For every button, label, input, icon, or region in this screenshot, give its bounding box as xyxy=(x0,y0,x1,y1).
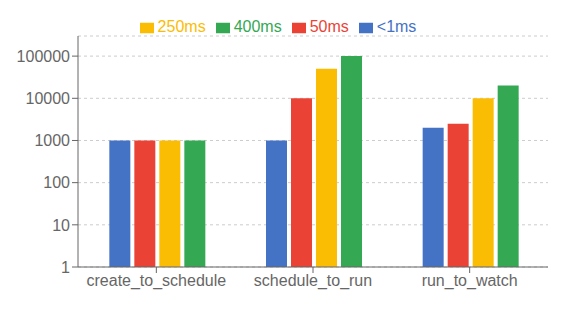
html-text:250ms: 250ms xyxy=(157,18,206,35)
svg-text:100: 100 xyxy=(43,174,70,191)
svg-text:100000: 100000 xyxy=(17,48,70,65)
html-text:50ms: 50ms xyxy=(309,18,349,35)
svg-text:10: 10 xyxy=(52,217,70,234)
html-text:400ms: 400ms xyxy=(233,18,282,35)
svg-text:run_to_watch: run_to_watch xyxy=(422,272,518,290)
svg-text:10000: 10000 xyxy=(26,90,71,107)
svg-text:1000: 1000 xyxy=(34,132,70,149)
html-text:<1ms: <1ms xyxy=(376,18,417,35)
svg-text:schedule_to_run: schedule_to_run xyxy=(254,272,372,290)
svg-text:create_to_schedule: create_to_schedule xyxy=(87,272,227,290)
svg-text:1: 1 xyxy=(61,259,70,276)
